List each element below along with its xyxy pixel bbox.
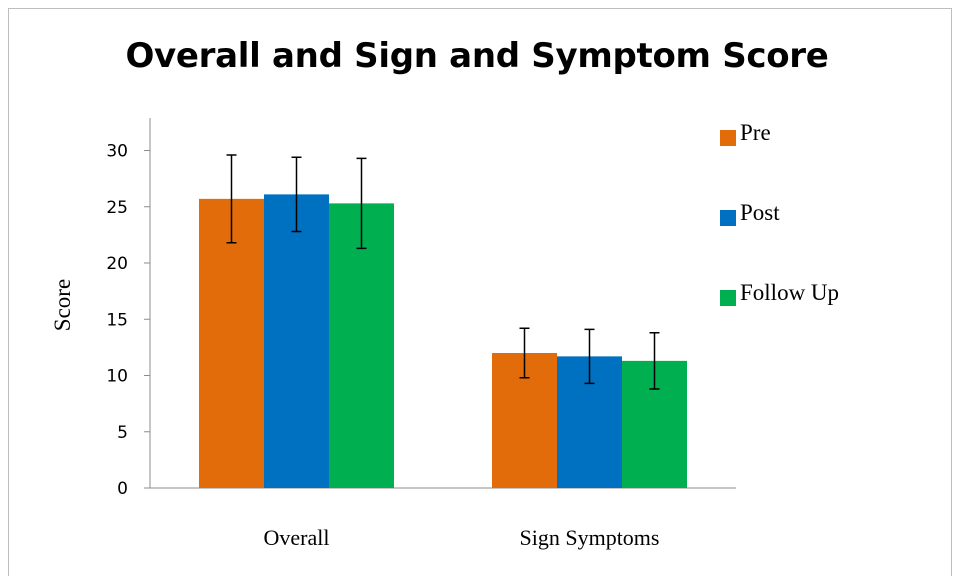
y-tick-label: 10	[106, 367, 128, 387]
x-category-label: Sign Symptoms	[520, 525, 660, 550]
y-tick-label: 0	[117, 479, 128, 499]
y-tick-label: 5	[117, 423, 128, 443]
legend-swatch	[720, 130, 736, 146]
x-category-label: Overall	[264, 525, 330, 550]
y-tick-label: 15	[106, 310, 128, 330]
legend-swatch	[720, 290, 736, 306]
chart-title: Overall and Sign and Symptom Score	[125, 36, 829, 76]
bar	[329, 203, 394, 488]
legend-label: Follow Up	[740, 280, 840, 305]
legend-swatch	[720, 210, 736, 226]
y-tick-label: 25	[106, 198, 128, 218]
bar	[264, 194, 329, 488]
chart-frame	[8, 8, 952, 576]
y-tick-label: 30	[106, 142, 128, 162]
legend-label: Pre	[740, 120, 771, 145]
bar	[199, 198, 264, 488]
y-tick-label: 20	[106, 254, 128, 274]
legend-label: Post	[740, 200, 780, 225]
y-axis-label: Score	[50, 279, 75, 331]
